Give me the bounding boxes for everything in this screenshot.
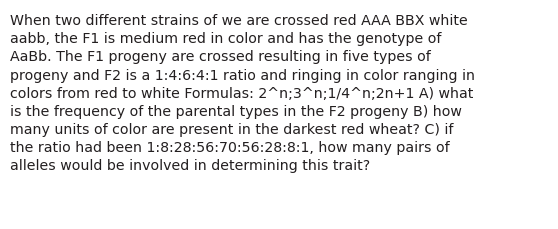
Text: When two different strains of we are crossed red AAA BBX white
aabb, the F1 is m: When two different strains of we are cro… (10, 14, 475, 173)
